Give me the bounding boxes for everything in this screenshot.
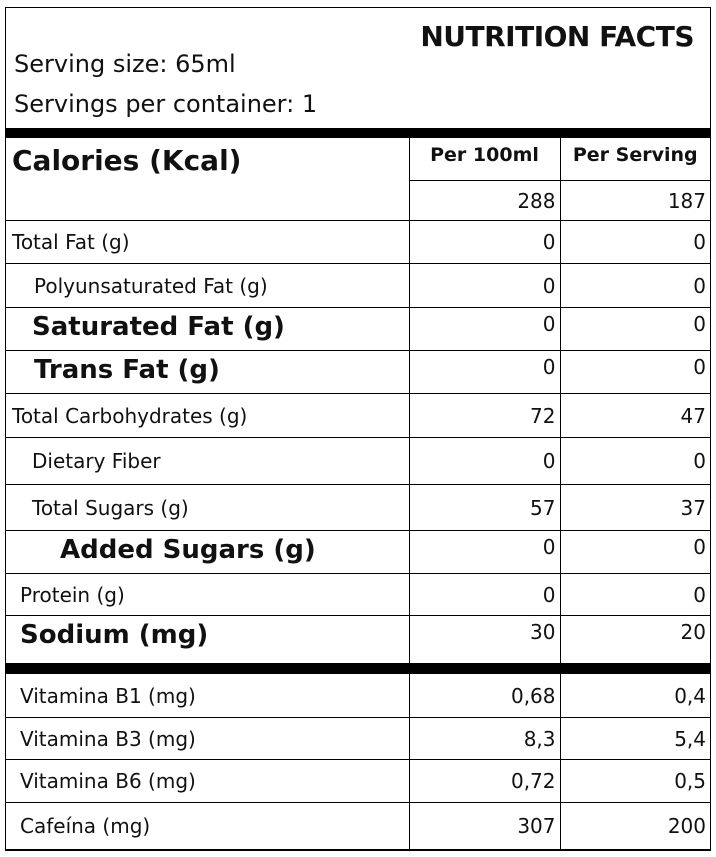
nutrient-value: 0 <box>408 220 561 264</box>
nutrient-value: 0 <box>408 307 561 351</box>
nutrient-value: 0,72 <box>408 759 561 803</box>
table-row: Vitamina B3 (mg) 8,3 5,4 <box>6 717 710 760</box>
nutrient-value: 20 <box>559 615 710 669</box>
nutrition-label: NUTRITION FACTS Serving size: 65ml Servi… <box>5 7 711 851</box>
column-header: Per Serving <box>559 137 710 181</box>
nutrient-value: 0 <box>559 437 710 485</box>
nutrient-label: Saturated Fat (g) <box>6 307 410 351</box>
nutrient-value: 5,4 <box>559 717 710 760</box>
divider <box>6 128 710 137</box>
nutrient-label: Cafeína (mg) <box>6 802 410 850</box>
nutrient-value: 0 <box>408 573 561 616</box>
calories-value: 187 <box>559 180 710 221</box>
nutrient-label: Added Sugars (g) <box>6 530 410 574</box>
nutrition-table: Calories (Kcal) Per 100ml Per Serving 28… <box>6 137 710 850</box>
nutrient-value: 200 <box>559 802 710 850</box>
nutrient-value: 0 <box>408 437 561 485</box>
serving-size: Serving size: 65ml <box>14 50 236 78</box>
nutrient-value: 0 <box>559 307 710 351</box>
nutrient-value: 0,4 <box>559 663 710 718</box>
nutrient-label: Dietary Fiber <box>6 437 410 485</box>
nutrient-value: 0 <box>408 263 561 308</box>
table-row: Polyunsaturated Fat (g) 0 0 <box>6 263 710 308</box>
nutrient-value: 47 <box>559 393 710 438</box>
nutrient-label: Vitamina B1 (mg) <box>6 663 410 718</box>
servings-per-container: Servings per container: 1 <box>14 90 318 118</box>
nutrient-value: 0 <box>408 530 561 574</box>
table-row: Dietary Fiber 0 0 <box>6 437 710 485</box>
table-row: Total Carbohydrates (g) 72 47 <box>6 393 710 438</box>
nutrient-label: Vitamina B6 (mg) <box>6 759 410 803</box>
table-row: Added Sugars (g) 0 0 <box>6 530 710 574</box>
column-header: Per 100ml <box>408 137 561 181</box>
nutrient-value: 0 <box>559 263 710 308</box>
table-row: Protein (g) 0 0 <box>6 573 710 616</box>
nutrient-value: 0 <box>559 350 710 394</box>
table-row: Saturated Fat (g) 0 0 <box>6 307 710 351</box>
nutrient-value: 0 <box>559 220 710 264</box>
nutrient-value: 307 <box>408 802 561 850</box>
nutrient-label: Protein (g) <box>6 573 410 616</box>
calories-label: Calories (Kcal) <box>6 137 410 221</box>
nutrient-label: Vitamina B3 (mg) <box>6 717 410 760</box>
table-row: Trans Fat (g) 0 0 <box>6 350 710 394</box>
table-row: Total Fat (g) 0 0 <box>6 220 710 264</box>
table-row: Vitamina B6 (mg) 0,72 0,5 <box>6 759 710 803</box>
nutrient-value: 0,5 <box>559 759 710 803</box>
nutrient-label: Total Fat (g) <box>6 220 410 264</box>
nutrient-value: 0,68 <box>408 663 561 718</box>
nutrient-value: 0 <box>559 573 710 616</box>
nutrient-value: 37 <box>559 484 710 531</box>
nutrient-value: 57 <box>408 484 561 531</box>
nutrient-label: Total Sugars (g) <box>6 484 410 531</box>
table-row: Sodium (mg) 30 20 <box>6 615 710 669</box>
nutrient-value: 0 <box>559 530 710 574</box>
nutrient-value: 72 <box>408 393 561 438</box>
nutrient-value: 0 <box>408 350 561 394</box>
table-row: Cafeína (mg) 307 200 <box>6 802 710 850</box>
table-row: Total Sugars (g) 57 37 <box>6 484 710 531</box>
nutrient-label: Sodium (mg) <box>6 615 410 669</box>
nutrient-label: Trans Fat (g) <box>6 350 410 394</box>
nutrient-value: 8,3 <box>408 717 561 760</box>
nutrient-label: Polyunsaturated Fat (g) <box>6 263 410 308</box>
nutrient-label: Total Carbohydrates (g) <box>6 393 410 438</box>
table-row: Vitamina B1 (mg) 0,68 0,4 <box>6 663 710 718</box>
title: NUTRITION FACTS <box>420 20 694 53</box>
calories-value: 288 <box>409 180 561 221</box>
nutrient-value: 30 <box>408 615 561 669</box>
